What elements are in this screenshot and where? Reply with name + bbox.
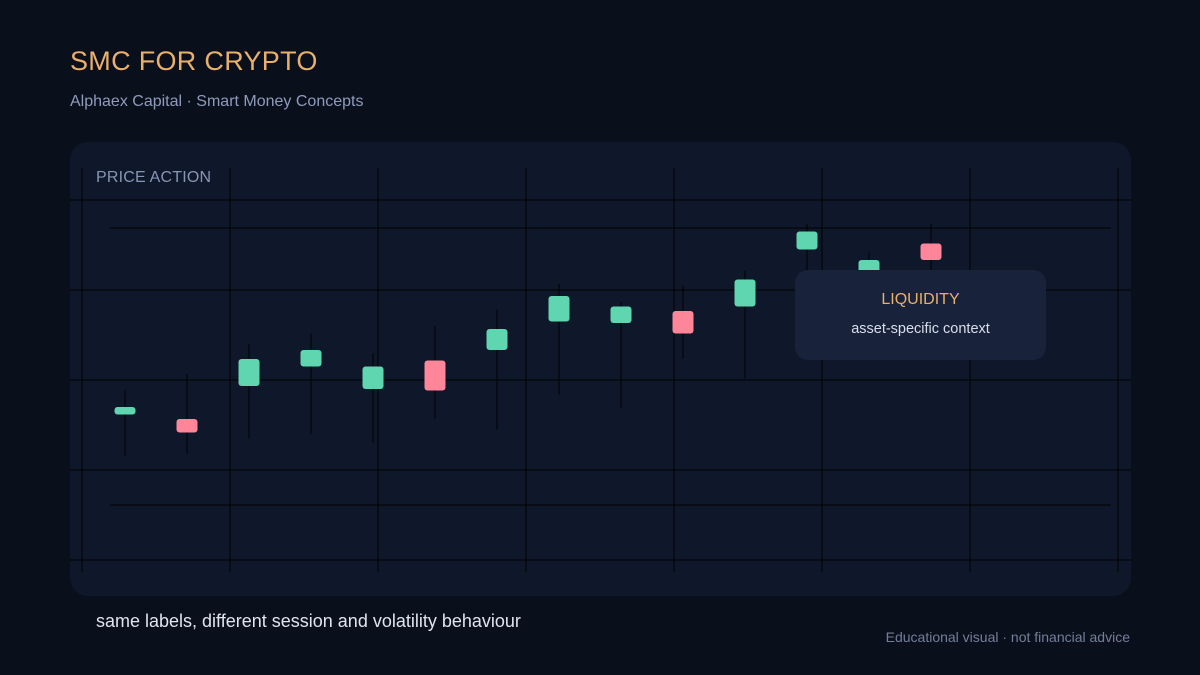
bullish-candle xyxy=(548,296,570,322)
bearish-candle xyxy=(672,311,694,334)
page-title: SMC FOR CRYPTO xyxy=(70,46,318,76)
page-subtitle: Alphaex Capital · Smart Money Concepts xyxy=(70,93,364,110)
bullish-candle xyxy=(114,407,136,415)
callout-title: LIQUIDITY xyxy=(881,291,960,308)
bullish-candle xyxy=(734,279,756,307)
bullish-candle xyxy=(486,329,508,350)
bullish-candle xyxy=(362,366,384,389)
bearish-candle xyxy=(176,419,198,433)
bearish-candle xyxy=(920,243,942,260)
bullish-candle xyxy=(796,231,818,250)
disclaimer-footnote: Educational visual · not financial advic… xyxy=(885,629,1130,645)
bullish-candle xyxy=(610,306,632,323)
callout-text: asset-specific context xyxy=(851,321,990,337)
bearish-candle xyxy=(424,360,446,391)
chart-caption: same labels, different session and volat… xyxy=(96,611,521,631)
chart-label: PRICE ACTION xyxy=(96,169,212,186)
bullish-candle xyxy=(238,359,260,386)
liquidity-callout: LIQUIDITY asset-specific context xyxy=(795,270,1046,360)
bullish-candle xyxy=(300,350,322,367)
